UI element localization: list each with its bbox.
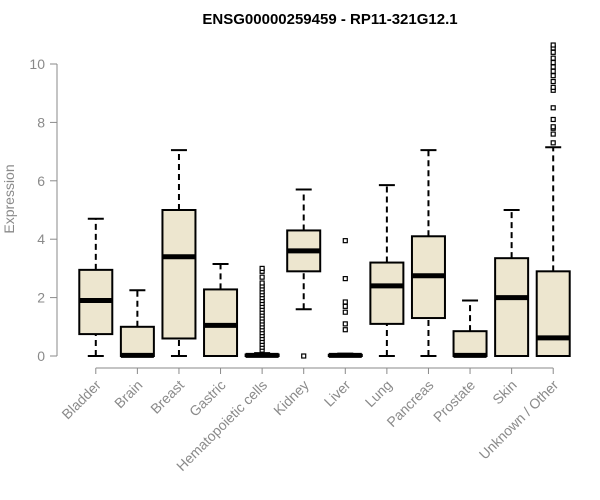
x-tick-label: Brain: [111, 377, 145, 411]
outlier-point: [301, 353, 307, 359]
outlier-point: [342, 276, 348, 282]
box-iqr: [161, 209, 197, 340]
outlier-point: [342, 309, 348, 315]
outlier-point: [342, 299, 348, 305]
outlier-point: [550, 116, 556, 123]
y-axis-label: Expression: [1, 164, 17, 233]
box-skin: [494, 209, 530, 357]
box-iqr: [119, 325, 155, 357]
box-lung: [369, 184, 405, 357]
y-tick-label: 0: [37, 348, 45, 364]
outlier-point: [259, 274, 265, 280]
x-tick-label: Liver: [321, 377, 354, 410]
outlier-point: [342, 327, 348, 333]
box-unknown-other: [535, 42, 571, 358]
outlier-point: [550, 42, 556, 48]
outlier-point: [342, 238, 348, 244]
y-tick-label: 8: [37, 114, 45, 130]
box-brain: [119, 289, 155, 358]
box-bladder: [78, 217, 114, 357]
outlier-point: [550, 131, 556, 137]
y-tick-label: 6: [37, 173, 45, 189]
x-tick-label: Lung: [362, 377, 395, 410]
outlier-point: [550, 68, 556, 74]
box-kidney: [286, 188, 322, 359]
outlier-point: [550, 59, 556, 66]
x-tick-label: Kidney: [270, 377, 312, 419]
x-tick-label: Bladder: [58, 377, 104, 423]
outlier-point: [550, 78, 556, 85]
box-iqr: [494, 257, 530, 357]
box-iqr: [452, 330, 488, 357]
y-tick-label: 2: [37, 290, 45, 306]
box-hematopoietic-cells: [244, 265, 280, 358]
outlier-point: [550, 55, 556, 61]
x-tick-label: Skin: [489, 377, 520, 408]
outlier-point: [550, 73, 556, 79]
x-tick-label: Unknown / Other: [476, 377, 562, 463]
y-axis: 0 2 4 6 8 10: [29, 56, 58, 364]
outlier-point: [550, 105, 556, 111]
outlier-point: [342, 303, 348, 309]
x-tick-label: Breast: [147, 377, 187, 417]
box-iqr: [203, 288, 239, 358]
box-breast: [161, 149, 197, 357]
box-liver: [327, 238, 363, 358]
box-prostate: [452, 299, 488, 358]
x-tick-label: Prostate: [430, 377, 478, 425]
chart-title: ENSG00000259459 - RP11-321G12.1: [202, 11, 457, 28]
boxes-group: [78, 42, 571, 359]
outlier-point: [550, 49, 556, 55]
box-gastric: [203, 263, 239, 358]
outlier-point: [550, 64, 556, 70]
outlier-point: [550, 140, 556, 146]
y-tick-label: 4: [37, 231, 45, 247]
y-tick-label: 10: [29, 56, 45, 72]
box-pancreas: [410, 149, 446, 357]
outlier-point: [259, 265, 265, 271]
outlier-point: [550, 84, 556, 90]
outlier-point: [259, 280, 265, 286]
outlier-point: [550, 124, 556, 130]
box-iqr: [369, 261, 405, 325]
box-iqr: [535, 270, 571, 358]
outlier-point: [342, 321, 348, 327]
